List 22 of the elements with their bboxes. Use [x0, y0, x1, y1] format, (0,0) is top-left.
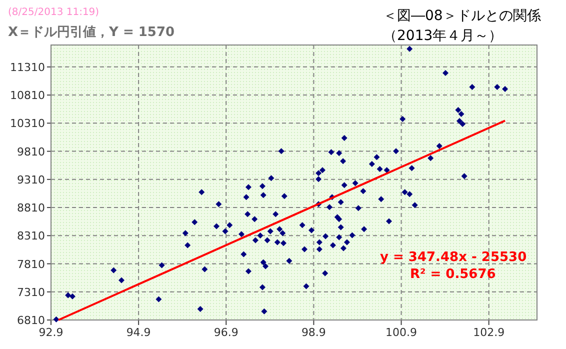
text: (8/25/2013 11:19) — [8, 7, 100, 18]
y-tick-label: 7810 — [17, 258, 45, 271]
y-tick-label: 7310 — [17, 286, 45, 299]
x-tick-label: 100.9 — [386, 326, 418, 339]
x-tick-label: 96.9 — [214, 326, 238, 339]
x-tick-label: 92.9 — [38, 326, 64, 339]
y-tick-label: 11310 — [10, 60, 45, 74]
annotation: y = 347.48x - 25530 — [380, 250, 527, 265]
y-tick-label: 10810 — [10, 89, 45, 102]
y-tick-label: 8810 — [17, 202, 45, 215]
x-tick-label: 94.9 — [126, 326, 151, 339]
chart-subtitle: X＝ドル円引値，Y = 1570 — [8, 25, 175, 40]
y-tick-label: 9810 — [17, 145, 45, 158]
x-tick-label: 98.9 — [301, 326, 326, 339]
y-tick-label: 9310 — [17, 173, 45, 186]
chart-title: ＜図―08＞ドルとの関係 — [383, 8, 541, 24]
y-tick-label: 10310 — [10, 117, 45, 130]
text: （2013年４月～） — [383, 28, 503, 44]
y-tick-label: 6810 — [17, 314, 45, 327]
annotation: R² = 0.5676 — [410, 267, 496, 282]
y-tick-label: 8310 — [17, 230, 45, 243]
x-tick-label: 102.9 — [473, 326, 505, 339]
